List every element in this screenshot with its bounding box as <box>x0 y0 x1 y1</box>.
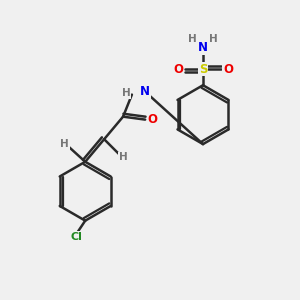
Text: N: N <box>198 41 208 54</box>
Text: H: H <box>188 34 197 44</box>
Text: O: O <box>148 113 158 126</box>
Text: H: H <box>119 152 128 163</box>
Text: H: H <box>122 88 130 98</box>
Text: S: S <box>199 62 207 76</box>
Text: O: O <box>223 62 233 76</box>
Text: H: H <box>60 139 69 149</box>
Text: H: H <box>209 34 218 44</box>
Text: O: O <box>173 62 183 76</box>
Text: Cl: Cl <box>70 232 82 242</box>
Text: N: N <box>140 85 150 98</box>
